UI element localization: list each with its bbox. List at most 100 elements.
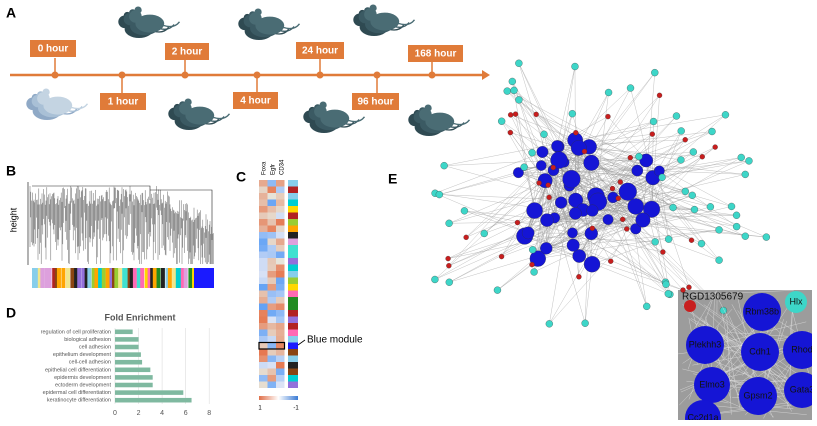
network-node	[510, 86, 518, 95]
network-node	[536, 180, 542, 186]
network-edge	[518, 63, 593, 211]
bar	[115, 375, 153, 380]
network-edge	[557, 146, 623, 220]
heatmap-cell	[267, 193, 276, 200]
heatmap-cell	[276, 271, 285, 278]
time-box	[100, 93, 146, 110]
mouse-body	[135, 14, 165, 33]
network-node	[604, 88, 613, 97]
network-node	[533, 111, 539, 118]
inset-edge	[726, 314, 732, 415]
network-node	[529, 262, 535, 268]
bar	[115, 390, 184, 395]
network-edge	[589, 146, 674, 208]
network-edge	[537, 228, 627, 259]
network-node	[631, 164, 644, 177]
heatmap-cell	[267, 349, 276, 356]
time-box	[352, 93, 399, 110]
network-edge	[612, 197, 690, 288]
module-strip	[175, 268, 180, 288]
heatmap-cell	[267, 342, 276, 349]
mouse-body	[320, 109, 350, 128]
module-strip	[37, 268, 42, 288]
module-strip	[152, 268, 157, 288]
network-node	[658, 173, 666, 182]
module-cell	[288, 212, 298, 219]
heatmap-cell	[259, 381, 268, 388]
network-edge	[510, 132, 562, 203]
network-node	[498, 117, 506, 125]
heatmap-cell	[259, 271, 268, 278]
network-node	[562, 170, 581, 189]
network-node	[626, 84, 635, 92]
mouse-icon	[238, 8, 301, 40]
module-strip	[150, 268, 155, 288]
mouse-tail	[163, 21, 181, 28]
time-box	[408, 45, 463, 62]
module-cell	[288, 180, 298, 187]
network-node	[630, 223, 642, 235]
heatmap-cell	[259, 258, 268, 265]
mouse-tail	[453, 119, 471, 126]
heatmap-cell	[276, 303, 285, 310]
heatmap-cell	[259, 349, 268, 356]
network-node	[712, 144, 718, 150]
mouse-icon	[408, 104, 471, 136]
network-edge	[652, 177, 720, 261]
network-node	[664, 290, 672, 298]
network-edge	[584, 162, 592, 324]
network-node	[664, 235, 673, 243]
network-edge	[435, 193, 529, 234]
module-strip	[109, 268, 114, 288]
heatmap-cell	[259, 303, 268, 310]
module-strip	[81, 268, 86, 288]
heatmap-cell	[267, 264, 276, 271]
network-edge	[537, 229, 720, 259]
module-strip	[40, 268, 45, 288]
module-cell	[288, 362, 298, 369]
network-edge	[612, 197, 647, 307]
heatmap-cell	[276, 375, 285, 382]
network-edge	[659, 160, 749, 172]
network-node	[627, 198, 644, 215]
color-scale	[259, 396, 298, 400]
network-edge	[524, 235, 611, 262]
network-edge	[637, 170, 669, 294]
network-node	[688, 191, 696, 199]
heatmap-cell	[259, 277, 268, 284]
network-node	[463, 234, 469, 240]
time-box	[296, 42, 344, 59]
network-node	[445, 278, 453, 286]
heatmap-cell	[276, 225, 285, 232]
timeline-dot	[118, 71, 126, 79]
network-node	[581, 148, 588, 155]
inset-node	[784, 372, 812, 408]
heatmap-cell	[267, 375, 276, 382]
module-cell	[288, 368, 298, 375]
network-node	[715, 256, 723, 264]
network-node	[727, 202, 736, 211]
heatmap-cell	[276, 355, 285, 362]
time-label: 4 hour	[240, 96, 271, 107]
heatmap-cell	[267, 303, 276, 310]
timeline-dot	[181, 71, 189, 79]
network-node	[669, 203, 677, 212]
mouse-tail	[283, 23, 301, 30]
network-edge	[448, 232, 573, 259]
heatmap-cell	[259, 342, 268, 349]
network-node	[569, 207, 582, 220]
network-node	[545, 320, 553, 328]
network-node	[635, 152, 643, 161]
network-node	[540, 242, 553, 255]
network-node	[445, 255, 451, 262]
module-strip	[156, 268, 161, 288]
mouse-icon	[303, 101, 366, 133]
network-node	[681, 187, 689, 196]
heatmap-cell	[259, 193, 268, 200]
time-box	[233, 92, 278, 109]
network-node	[435, 190, 443, 199]
heatmap-cell	[259, 336, 268, 343]
inset-label: RGD1305679	[682, 292, 744, 303]
network-node	[440, 162, 448, 170]
network-edge	[642, 72, 655, 221]
